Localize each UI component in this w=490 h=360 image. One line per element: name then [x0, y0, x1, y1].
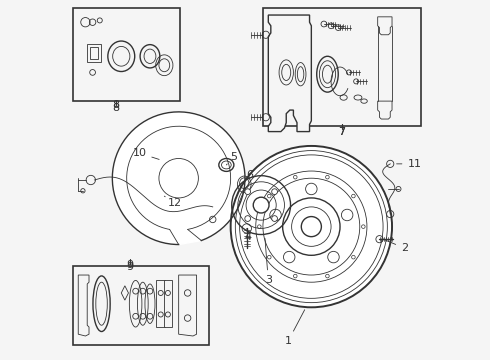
Polygon shape	[122, 286, 128, 300]
Text: 4: 4	[245, 228, 251, 242]
Bar	[73, 266, 209, 345]
Text: 9: 9	[127, 262, 134, 272]
Text: 8: 8	[112, 100, 120, 111]
Circle shape	[245, 189, 250, 194]
Polygon shape	[378, 101, 392, 119]
Polygon shape	[112, 112, 245, 244]
Text: 1: 1	[285, 310, 305, 346]
Circle shape	[270, 209, 281, 221]
Polygon shape	[164, 280, 172, 327]
Text: 11: 11	[396, 159, 421, 169]
Circle shape	[328, 251, 339, 263]
Text: 8: 8	[112, 103, 120, 113]
Circle shape	[301, 217, 321, 237]
Polygon shape	[156, 280, 165, 327]
Circle shape	[306, 183, 317, 195]
Bar	[87, 44, 101, 62]
Circle shape	[342, 209, 353, 221]
Circle shape	[245, 216, 250, 221]
Text: 5: 5	[226, 152, 237, 165]
Text: 6: 6	[246, 170, 253, 180]
Text: 3: 3	[265, 238, 272, 285]
Text: 2: 2	[386, 240, 408, 253]
Bar	[90, 47, 98, 59]
Polygon shape	[269, 15, 311, 132]
Circle shape	[272, 189, 277, 194]
Text: 12: 12	[164, 196, 182, 208]
Polygon shape	[378, 17, 392, 35]
Bar	[73, 8, 180, 101]
Polygon shape	[78, 275, 89, 336]
Text: 9: 9	[127, 260, 134, 270]
Circle shape	[253, 197, 269, 213]
Circle shape	[232, 176, 291, 234]
Circle shape	[284, 251, 295, 263]
Polygon shape	[179, 275, 196, 336]
Circle shape	[231, 146, 392, 307]
Bar	[263, 8, 421, 126]
Text: 10: 10	[132, 148, 159, 159]
Circle shape	[272, 216, 277, 221]
Text: 7: 7	[338, 127, 345, 137]
Text: 7: 7	[338, 127, 345, 136]
